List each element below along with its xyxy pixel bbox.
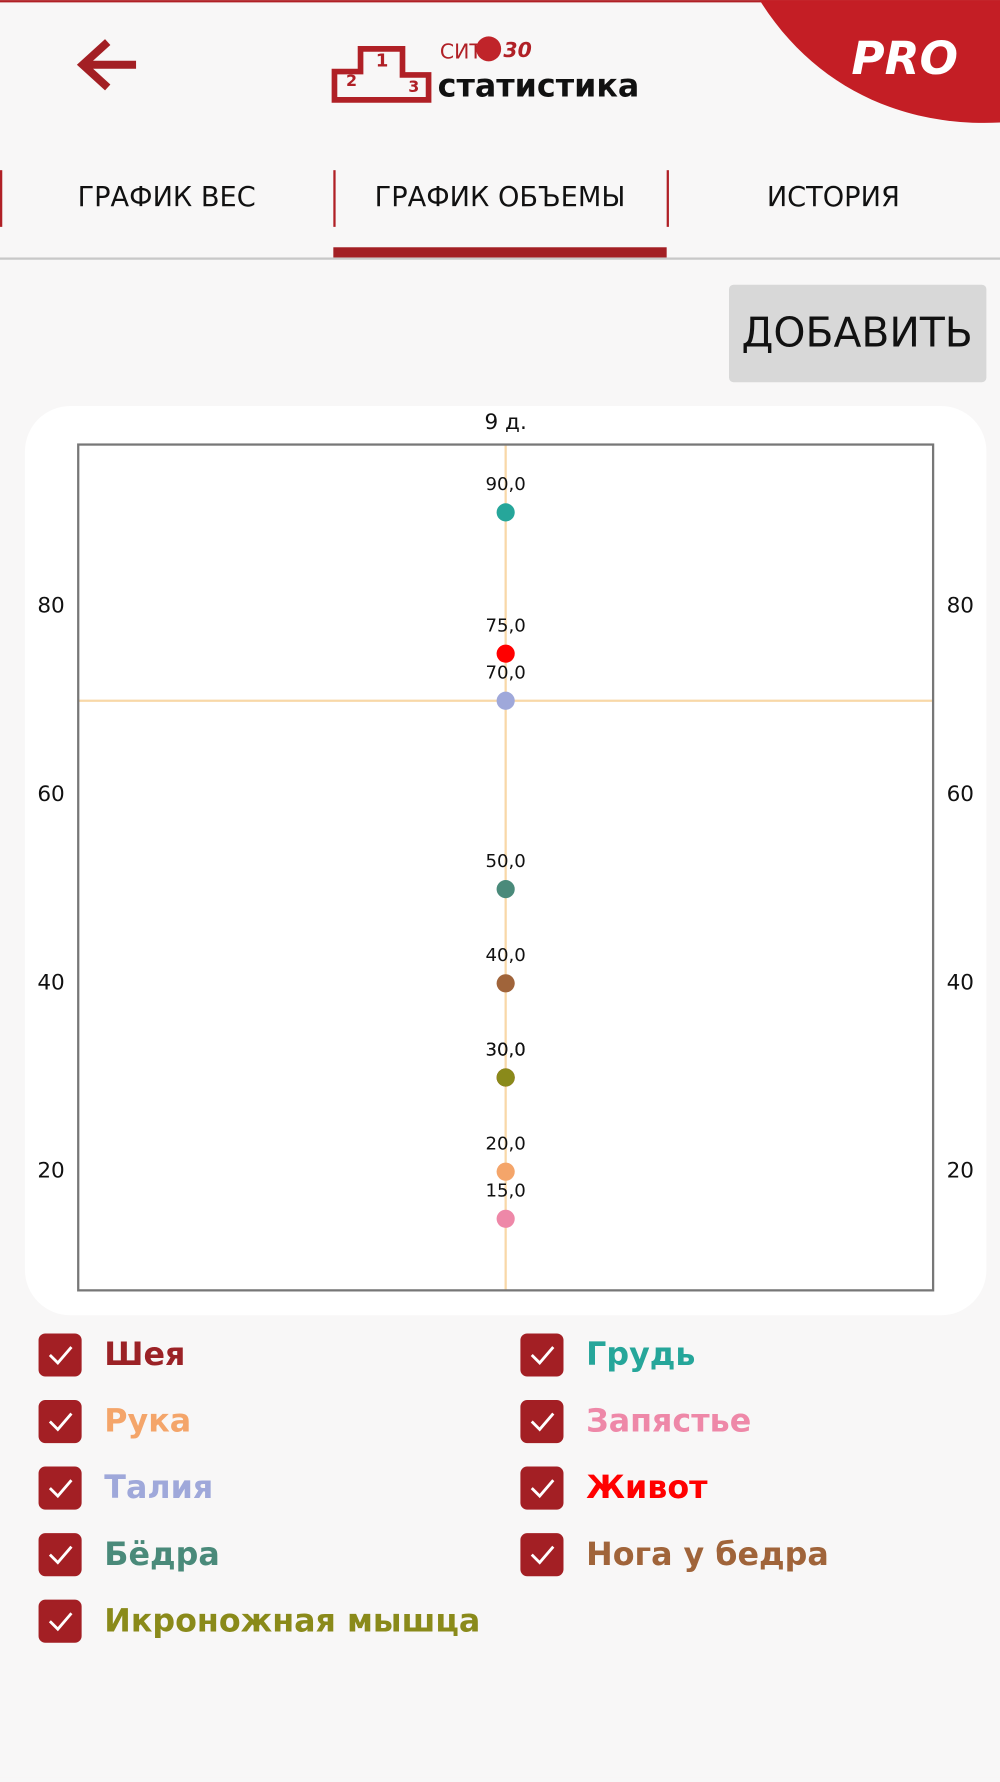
legend-checkbox[interactable] xyxy=(38,1466,82,1510)
checkmark xyxy=(530,1346,555,1366)
y2-tick-label: 80 xyxy=(947,594,974,619)
point xyxy=(496,691,515,710)
plot-frame xyxy=(77,443,935,1292)
value-label: 90,0 xyxy=(485,474,525,495)
podium-number: 2 xyxy=(346,71,357,90)
brand-number: 30 xyxy=(503,38,531,62)
legend-label: Бёдра xyxy=(104,1537,219,1573)
point xyxy=(496,880,515,899)
brand: СИТ xyxy=(440,39,482,63)
point xyxy=(496,1068,515,1087)
checkmark xyxy=(48,1346,73,1366)
y-tick-label: 20 xyxy=(37,1159,64,1184)
back-button[interactable] xyxy=(76,39,137,91)
value-label: 15,0 xyxy=(485,1181,525,1202)
tab-separator xyxy=(333,170,336,227)
legend-label: Грудь xyxy=(586,1337,695,1373)
tabs-divider xyxy=(0,257,1000,260)
value-label: 40,0 xyxy=(485,945,525,966)
tab-indicator xyxy=(333,247,667,258)
tab-label: ИСТОРИЯ xyxy=(767,182,900,213)
y-tick-label: 60 xyxy=(37,782,64,807)
logo-title: статистика xyxy=(438,68,640,104)
legend-label: Шея xyxy=(104,1337,185,1373)
point xyxy=(496,503,515,522)
legend-label: Рука xyxy=(104,1404,191,1440)
checkmark xyxy=(530,1412,555,1432)
value-label: 75,0 xyxy=(485,615,525,636)
tabs: ГРАФИК ВЕС ГРАФИК ОБЪЕМЫ ИСТОРИЯ xyxy=(0,170,900,258)
checkmark xyxy=(530,1545,555,1565)
y2-tick-label: 20 xyxy=(947,1159,974,1184)
pro-label: PRO xyxy=(851,32,958,85)
value-label: 30,0 xyxy=(485,1039,525,1060)
point xyxy=(496,1162,515,1181)
legend-label: Запястье xyxy=(586,1404,751,1440)
value-label: 30,0 xyxy=(485,1039,525,1060)
legend: Шея Грудь Рука Запястье Талия Живот Бёдра Нога … xyxy=(38,1333,829,1643)
pro-badge xyxy=(759,0,1000,123)
y2-tick-label: 40 xyxy=(947,970,974,995)
x-category-label: 9 д. xyxy=(485,410,527,435)
tab-separator xyxy=(0,170,3,227)
add-button-label: ДОБАВИТЬ xyxy=(741,309,972,357)
y-tick-label: 80 xyxy=(37,594,64,619)
checkmark xyxy=(48,1545,73,1565)
value-label: 20,0 xyxy=(485,1133,525,1154)
legend-checkbox[interactable] xyxy=(38,1333,82,1377)
podium xyxy=(331,46,432,103)
logo: 1 2 3 СИТ 30 статистика xyxy=(331,36,640,104)
legend-checkbox[interactable] xyxy=(520,1399,564,1444)
legend-checkbox[interactable] xyxy=(520,1466,564,1510)
legend-label: Икроножная мышца xyxy=(104,1603,480,1639)
value-label: 50,0 xyxy=(485,851,525,872)
y2-tick-label: 60 xyxy=(947,782,974,807)
legend-label: Нога у бедра xyxy=(586,1537,829,1573)
tab-label: ГРАФИК ОБЪЕМЫ xyxy=(375,182,626,213)
ladybug xyxy=(476,36,502,62)
legend-checkbox[interactable] xyxy=(520,1533,564,1577)
podium-number: 3 xyxy=(408,77,419,96)
point xyxy=(496,644,515,663)
legend-checkbox[interactable] xyxy=(38,1599,82,1643)
tab-separator xyxy=(666,170,669,227)
checkmark xyxy=(48,1612,73,1632)
add-button[interactable] xyxy=(729,284,987,383)
top-line xyxy=(0,0,1000,3)
legend-label: Живот xyxy=(586,1470,708,1506)
checkmark xyxy=(530,1479,555,1499)
legend-checkbox[interactable] xyxy=(38,1399,82,1444)
legend-checkbox[interactable] xyxy=(38,1533,82,1577)
chart: 9 д. 20 40 60 80 20 40 60 80 30,0 90,0 20,0 15,0 70,0… xyxy=(37,410,974,1292)
point xyxy=(496,974,515,993)
checkmark xyxy=(48,1479,73,1499)
podium-number: 1 xyxy=(376,50,389,71)
tab-label: ГРАФИК ВЕС xyxy=(78,182,256,213)
value-label: 70,0 xyxy=(485,663,525,684)
y-tick-label: 40 xyxy=(37,970,64,995)
legend-checkbox[interactable] xyxy=(520,1333,564,1377)
checkmark xyxy=(48,1412,73,1432)
point xyxy=(496,1209,515,1228)
legend-label: Талия xyxy=(104,1470,213,1506)
